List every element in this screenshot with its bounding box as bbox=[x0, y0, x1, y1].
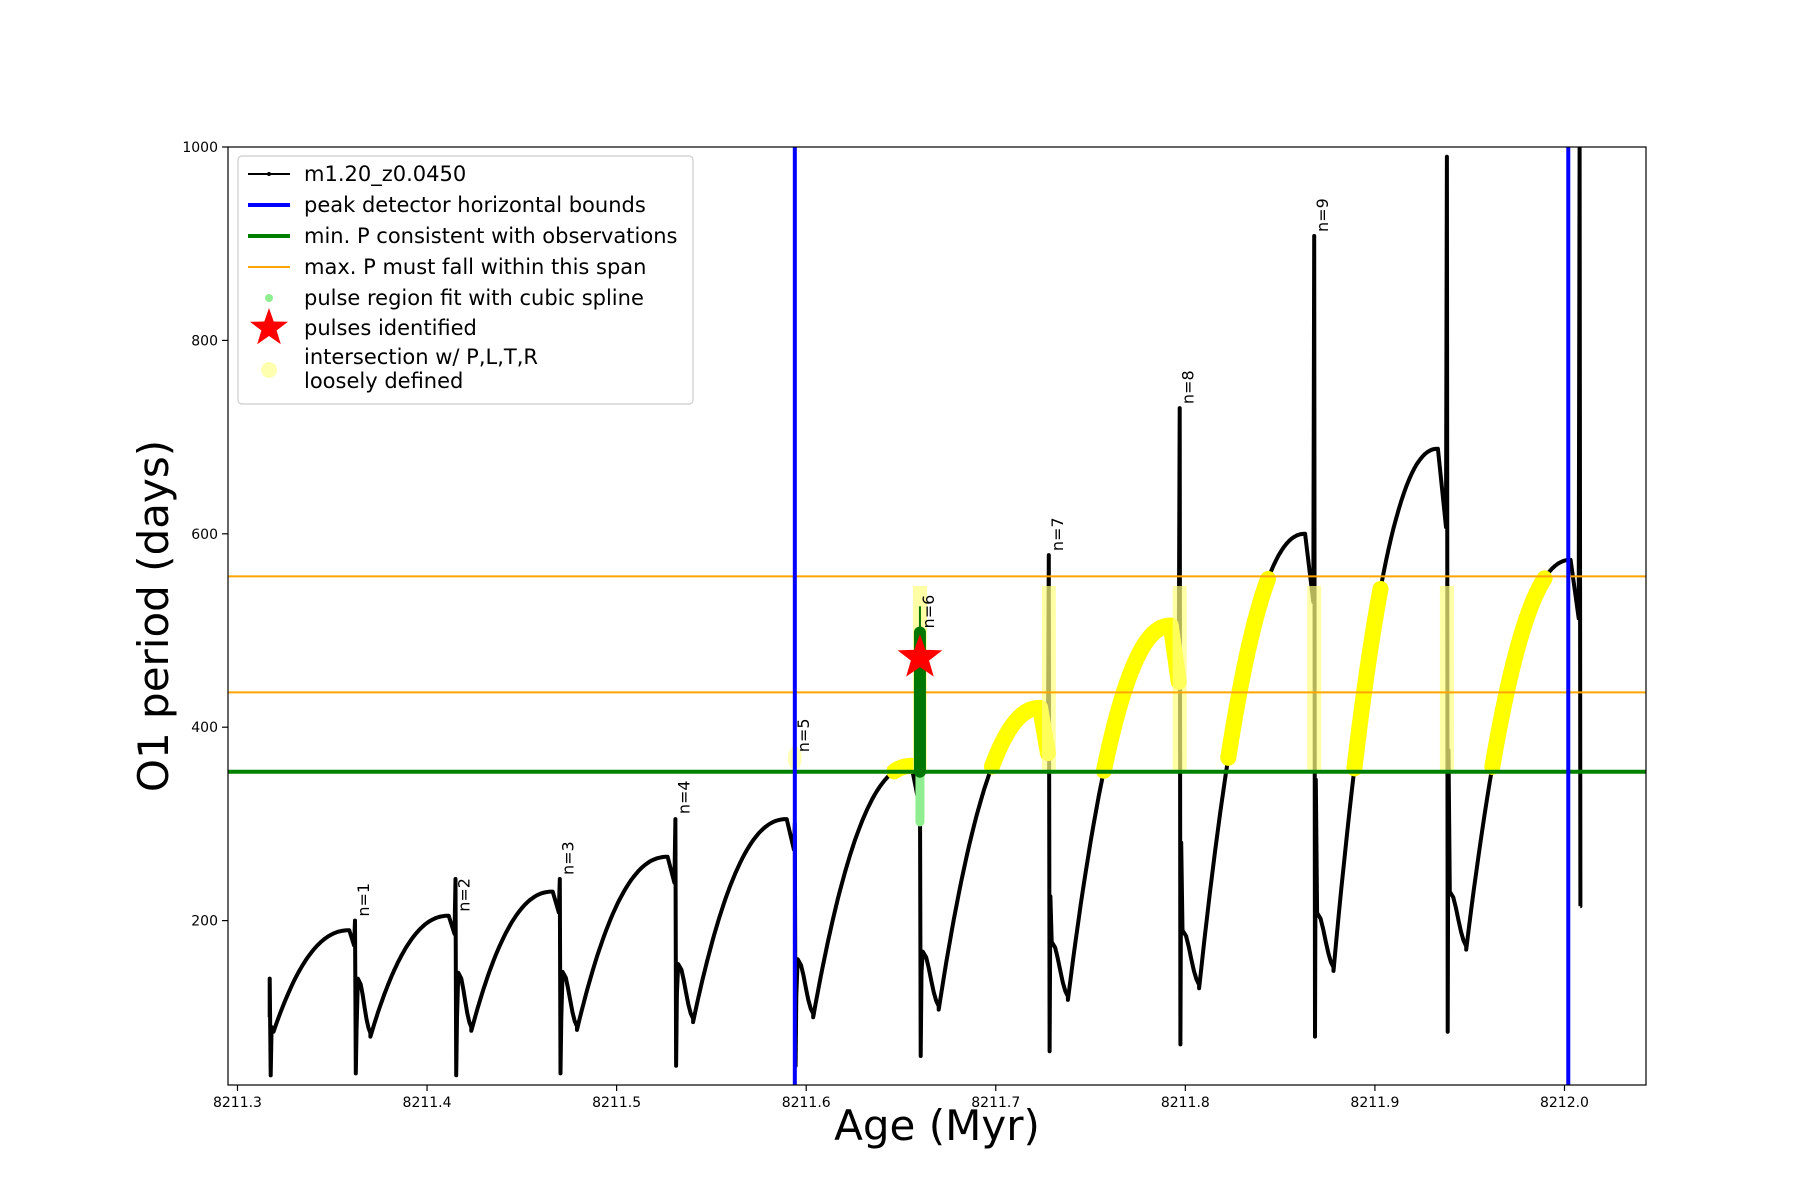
legend-label-minp: min. P consistent with observations bbox=[304, 224, 677, 248]
legend-label-maxp: max. P must fall within this span bbox=[304, 255, 646, 279]
axes: 8211.3 8211.4 8211.5 8211.6 8211.7 8211.8 8211… bbox=[129, 140, 1647, 1150]
pulse-label: n=5 bbox=[794, 718, 813, 752]
y-tick-label: 200 bbox=[191, 914, 218, 930]
pulse-label: n=7 bbox=[1048, 517, 1067, 551]
y-tick-label: 800 bbox=[191, 333, 218, 349]
pulse-label: n=8 bbox=[1179, 370, 1198, 404]
plot-area: n=1 n=2 n=3 n=4 n=5 n=6 n=7 n=8 n=9 bbox=[228, 147, 1646, 1085]
x-tick-label: 8211.5 bbox=[592, 1095, 641, 1111]
y-tick-label: 600 bbox=[191, 527, 218, 543]
x-tick-label: 8211.6 bbox=[782, 1095, 831, 1111]
x-tick-label: 8212.0 bbox=[1540, 1095, 1589, 1111]
y-tick-label: 1000 bbox=[182, 140, 218, 156]
plot-frame bbox=[227, 146, 1647, 1086]
pulse-label: n=2 bbox=[454, 878, 473, 912]
legend-label-loose-line2: loosely defined bbox=[304, 369, 463, 393]
legend-handle-pulses bbox=[250, 308, 288, 345]
pulse-label: n=4 bbox=[674, 780, 693, 814]
x-axis-label: Age (Myr) bbox=[834, 1101, 1040, 1150]
x-tick-label: 8211.3 bbox=[213, 1095, 262, 1111]
legend-label-model: m1.20_z0.0450 bbox=[304, 162, 466, 187]
legend-box bbox=[237, 155, 694, 405]
legend-label-spline: pulse region fit with cubic spline bbox=[304, 286, 644, 310]
pulse-label: n=6 bbox=[919, 595, 938, 629]
y-axis-label: O1 period (days) bbox=[129, 440, 178, 792]
legend-label-hbounds: peak detector horizontal bounds bbox=[304, 193, 646, 217]
loose-segment bbox=[1369, 580, 1389, 612]
x-tick-label: 8211.7 bbox=[971, 1095, 1020, 1111]
legend-handle-spline bbox=[265, 294, 273, 302]
pulse-label: n=3 bbox=[559, 841, 578, 875]
legend-label-pulses: pulses identified bbox=[304, 316, 477, 340]
x-tick-label: 8211.4 bbox=[403, 1095, 452, 1111]
loose-segment bbox=[1257, 570, 1277, 595]
x-tick-label: 8211.8 bbox=[1161, 1095, 1210, 1111]
legend-handle-model-marker bbox=[267, 172, 271, 176]
legend-label-loose: intersection w/ P,L,T,R bbox=[304, 345, 538, 369]
loose-segment bbox=[1533, 570, 1553, 591]
model-line bbox=[267, 147, 1583, 1078]
pulse-label: n=9 bbox=[1313, 198, 1332, 232]
legend-handle-loose bbox=[261, 362, 277, 378]
y-tick-label: 400 bbox=[191, 720, 218, 736]
identified-pulse-star bbox=[897, 634, 943, 677]
plot-content: n=1 n=2 n=3 n=4 n=5 n=6 n=7 n=8 n=9 bbox=[228, 147, 1646, 1085]
pulse-label: n=1 bbox=[354, 883, 373, 917]
x-tick-label: 8211.9 bbox=[1350, 1095, 1399, 1111]
